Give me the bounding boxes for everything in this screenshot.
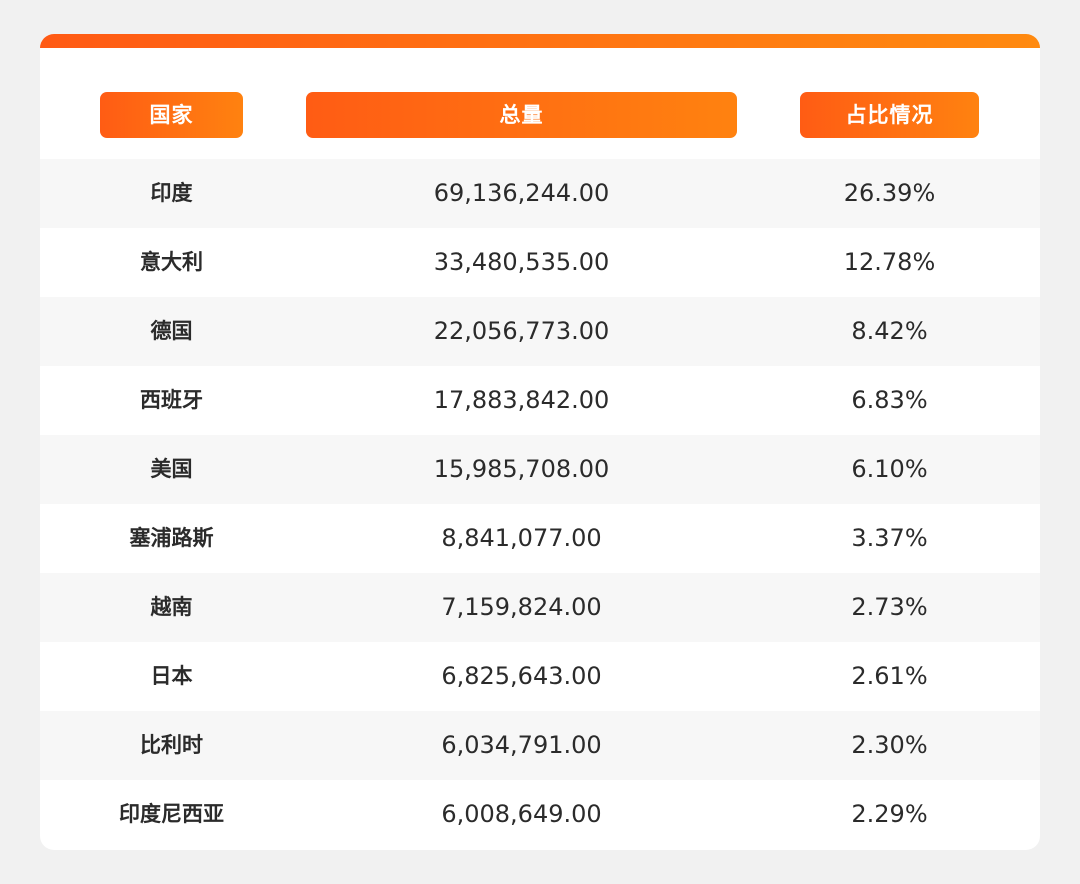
- total-cell: 15,985,708.00: [433, 455, 610, 483]
- table-row: 西班牙 17,883,842.00 6.83%: [40, 366, 1040, 435]
- table-header: 国家 总量 占比情况: [40, 92, 1040, 138]
- table-body: 印度 69,136,244.00 26.39% 意大利 33,480,535.0…: [40, 159, 1040, 849]
- country-cell: 印度: [150, 181, 193, 205]
- total-cell: 6,034,791.00: [441, 731, 602, 759]
- accent-top-bar: [40, 34, 1040, 48]
- total-cell: 17,883,842.00: [433, 386, 610, 414]
- country-cell: 印度尼西亚: [119, 802, 224, 826]
- header-total: 总量: [306, 92, 737, 138]
- share-cell: 12.78%: [843, 248, 936, 276]
- country-cell: 比利时: [140, 733, 203, 757]
- table-row: 印度 69,136,244.00 26.39%: [40, 159, 1040, 228]
- country-cell: 美国: [150, 457, 193, 481]
- total-cell: 33,480,535.00: [433, 248, 610, 276]
- country-cell: 越南: [150, 595, 193, 619]
- share-cell: 6.83%: [851, 386, 928, 414]
- country-cell: 日本: [150, 664, 193, 688]
- header-country: 国家: [100, 92, 243, 138]
- country-cell: 德国: [150, 319, 193, 343]
- table-row: 美国 15,985,708.00 6.10%: [40, 435, 1040, 504]
- share-cell: 8.42%: [851, 317, 928, 345]
- table-row: 意大利 33,480,535.00 12.78%: [40, 228, 1040, 297]
- table-row: 塞浦路斯 8,841,077.00 3.37%: [40, 504, 1040, 573]
- header-share: 占比情况: [800, 92, 979, 138]
- total-cell: 69,136,244.00: [433, 179, 610, 207]
- country-cell: 塞浦路斯: [129, 526, 214, 550]
- table-card: 国家 总量 占比情况 印度 69,136,244.00 26.39% 意大利 3…: [40, 34, 1040, 850]
- country-cell: 西班牙: [140, 388, 203, 412]
- total-cell: 7,159,824.00: [441, 593, 602, 621]
- share-cell: 26.39%: [843, 179, 936, 207]
- total-cell: 22,056,773.00: [433, 317, 610, 345]
- table-row: 德国 22,056,773.00 8.42%: [40, 297, 1040, 366]
- table-row: 印度尼西亚 6,008,649.00 2.29%: [40, 780, 1040, 849]
- share-cell: 2.29%: [851, 800, 928, 828]
- share-cell: 2.30%: [851, 731, 928, 759]
- total-cell: 6,825,643.00: [441, 662, 602, 690]
- table-row: 比利时 6,034,791.00 2.30%: [40, 711, 1040, 780]
- share-cell: 2.73%: [851, 593, 928, 621]
- total-cell: 8,841,077.00: [441, 524, 602, 552]
- total-cell: 6,008,649.00: [441, 800, 602, 828]
- share-cell: 6.10%: [851, 455, 928, 483]
- share-cell: 2.61%: [851, 662, 928, 690]
- share-cell: 3.37%: [851, 524, 928, 552]
- table-row: 越南 7,159,824.00 2.73%: [40, 573, 1040, 642]
- table-row: 日本 6,825,643.00 2.61%: [40, 642, 1040, 711]
- country-cell: 意大利: [140, 250, 203, 274]
